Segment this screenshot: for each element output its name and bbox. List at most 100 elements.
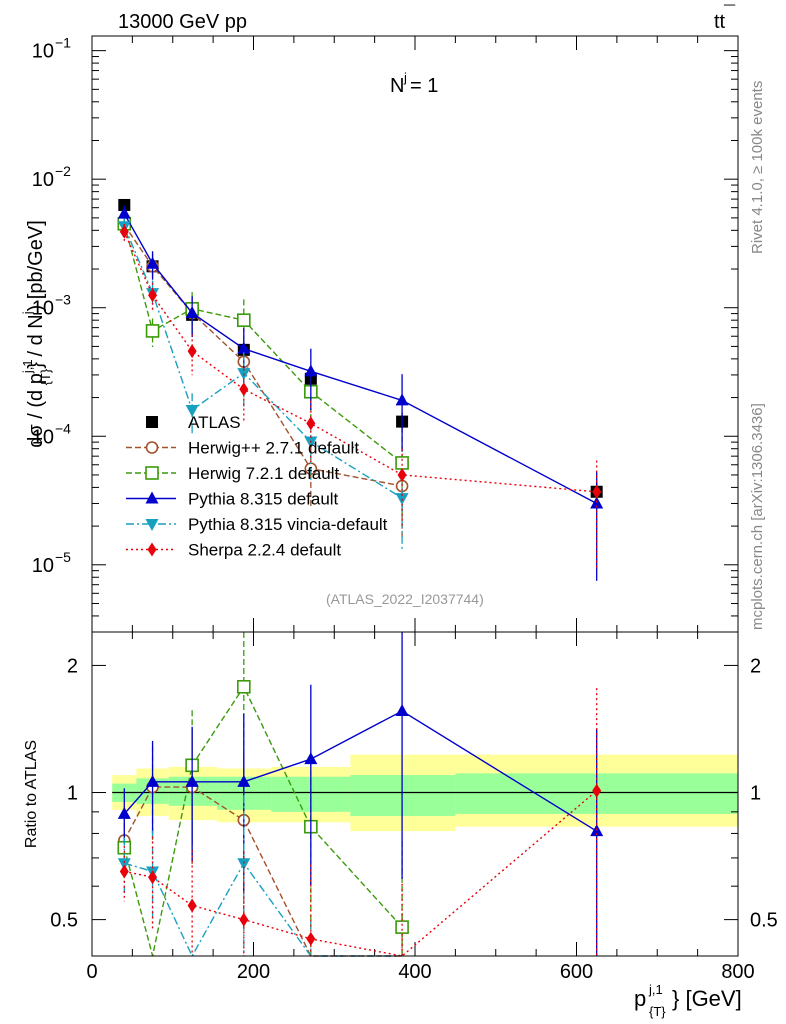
- legend-item: Herwig++ 2.7.1 default: [126, 439, 359, 458]
- data-point: [592, 484, 602, 499]
- x-tick-label: 600: [560, 961, 593, 983]
- legend-marker: [146, 416, 158, 428]
- ratio-data-point: [237, 858, 251, 871]
- data-point: [395, 393, 409, 406]
- legend-item: Sherpa 2.2.4 default: [126, 541, 341, 560]
- main-y-tick-label: 10: [32, 169, 54, 191]
- x-axis-label-sup: j,1: [648, 982, 663, 997]
- header-process-bar: ¯: [723, 3, 736, 25]
- legend-marker: [145, 519, 159, 531]
- series-line: [123, 224, 403, 487]
- ratio-data-point: [146, 774, 160, 787]
- mcplots-label: mcplots.cern.ch [arXiv:1306.3436]: [749, 403, 766, 630]
- data-point: [119, 224, 129, 239]
- ylabel-part-b: {T}: [38, 368, 53, 385]
- legend-label: Pythia 8.315 default: [188, 490, 339, 509]
- ylabel-part-e: j: [20, 311, 35, 315]
- main-y-tick-exponent: −5: [55, 549, 71, 565]
- data-point: [185, 305, 199, 318]
- njets-label-eq: = 1: [410, 75, 438, 97]
- ratio-y-tick-label: 1: [67, 783, 78, 805]
- legend-item: Pythia 8.315 default: [126, 490, 339, 509]
- main-y-tick-label: 10: [32, 298, 54, 320]
- legend-label: ATLAS: [188, 413, 241, 432]
- x-tick-label: 0: [86, 961, 97, 983]
- series-line: [123, 213, 598, 505]
- ratio-data-point: [185, 774, 199, 787]
- series-line: [123, 223, 403, 464]
- ratio-data-point: [304, 752, 318, 765]
- x-axis-label-unit: } [GeV]: [672, 986, 742, 1011]
- ratio-band-stat: [350, 775, 456, 816]
- main-y-axis-label: dσ / (d pj,1{T}} / d Nj) [pb/GeV]: [20, 220, 53, 448]
- data-point: [237, 341, 251, 354]
- rivet-version-label: Rivet 4.1.0, ≥ 100k events: [749, 81, 766, 254]
- legend-marker: [145, 466, 159, 480]
- series-herwig-7-2-1-default: [117, 215, 409, 515]
- data-point: [239, 382, 249, 397]
- ratio-data-point: [119, 864, 129, 879]
- legend-label: Pythia 8.315 vincia-default: [188, 515, 388, 534]
- main-y-tick-label: 10: [32, 555, 54, 577]
- ratio-series-line: [123, 685, 403, 957]
- ratio-y-tick-label: 2: [67, 655, 78, 677]
- main-y-tick-exponent: −1: [55, 35, 71, 51]
- legend-label: Herwig++ 2.7.1 default: [188, 439, 359, 458]
- header-process-label: tt: [714, 11, 726, 33]
- data-point: [146, 256, 160, 269]
- ylabel-part-d: } / d N: [25, 314, 47, 368]
- data-point: [145, 324, 160, 338]
- legend-label: Herwig 7.2.1 default: [188, 464, 339, 483]
- x-tick-label: 800: [721, 961, 754, 983]
- ratio-data-point: [590, 824, 604, 837]
- ratio-data-point: [239, 912, 249, 927]
- ratio-data-point: [117, 806, 131, 819]
- ratio-y-tick-label-right: 0.5: [750, 910, 778, 932]
- ylabel-part-f: ) [pb/GeV]: [25, 220, 47, 311]
- ylabel-part-a: dσ / (d p: [25, 373, 47, 448]
- legend-marker: [145, 491, 159, 504]
- data-point: [304, 364, 318, 377]
- ratio-data-point: [306, 931, 316, 946]
- x-tick-label: 400: [398, 961, 431, 983]
- njets-label: N j = 1: [390, 70, 438, 97]
- data-point: [118, 198, 131, 211]
- ratio-data-point: [237, 679, 251, 694]
- main-y-tick-label: 10: [32, 426, 54, 448]
- data-point: [117, 206, 131, 219]
- ylabel-part-c: j,1: [20, 359, 35, 374]
- data-point: [237, 313, 251, 327]
- ratio-y-axis-label: Ratio to ATLAS: [23, 740, 40, 848]
- legend: ATLAS Herwig++ 2.7.1 default Herwig 7.2.1 …: [126, 413, 388, 560]
- ratio-data-point: [592, 783, 602, 798]
- njets-label-n: N: [390, 75, 404, 97]
- ratio-plot: 0 200 400 600 800 0.5 0.5 1 1 2 2: [50, 632, 778, 983]
- legend-marker: [147, 542, 157, 557]
- legend-item: Herwig 7.2.1 default: [126, 464, 339, 483]
- series-sherpa-2-2-4-default: [119, 223, 602, 570]
- x-axis-label-sub: {T}: [649, 1004, 666, 1019]
- x-tick-label: 200: [237, 961, 270, 983]
- data-point: [148, 288, 158, 303]
- ratio-data-point: [395, 920, 409, 934]
- analysis-id-label: (ATLAS_2022_I2037744): [326, 591, 484, 607]
- header-process: tt ¯: [714, 3, 736, 33]
- ratio-data-point: [117, 858, 131, 871]
- main-plot: 10−110−210−310−410−5: [32, 35, 739, 633]
- data-point: [306, 416, 316, 431]
- ratio-data-point: [237, 774, 251, 787]
- ratio-data-point: [148, 870, 158, 885]
- data-point: [397, 467, 407, 482]
- main-y-tick-exponent: −4: [55, 420, 71, 436]
- njets-label-sup: j: [403, 70, 407, 85]
- ratio-series-line: [124, 861, 403, 958]
- x-axis-label: p j,1 {T} } [GeV]: [634, 982, 742, 1019]
- data-point: [187, 344, 197, 359]
- ratio-data-point: [187, 898, 197, 913]
- legend-marker: [145, 441, 159, 454]
- ratio-series-sherpa-2-2-4-default: [119, 688, 602, 957]
- legend-label: Sherpa 2.2.4 default: [188, 541, 341, 560]
- ratio-y-tick-label-right: 2: [750, 655, 761, 677]
- main-y-tick-exponent: −2: [55, 163, 71, 179]
